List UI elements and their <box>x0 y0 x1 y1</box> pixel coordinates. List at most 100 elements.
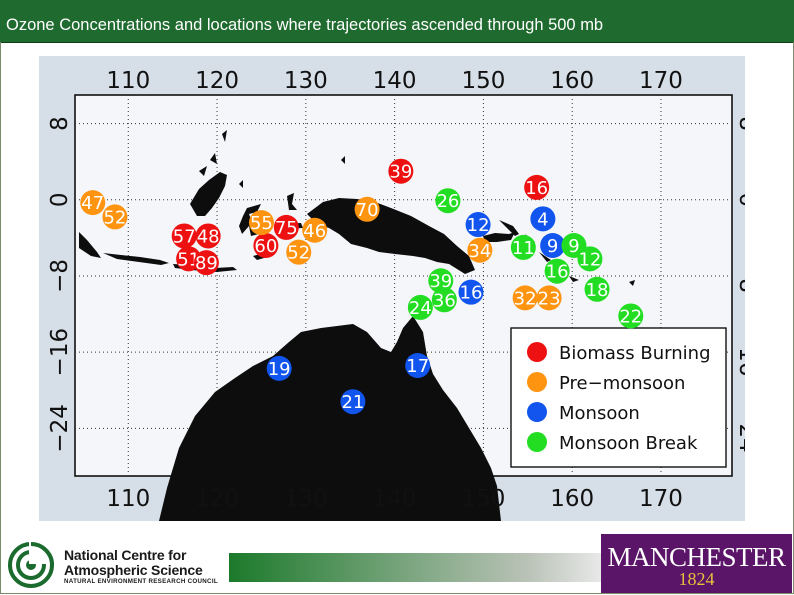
data-point <box>524 174 550 200</box>
data-point-label: 9 <box>547 236 558 257</box>
data-point-label: 46 <box>303 221 326 242</box>
x-tick-label-bottom: 160 <box>550 486 594 512</box>
data-point <box>102 204 128 230</box>
java-landmass <box>103 253 169 265</box>
ncas-name-line2: Atmospheric Science <box>64 562 203 578</box>
data-point <box>80 190 106 216</box>
ncas-logo-block: National Centre for Atmospheric Science … <box>8 540 228 590</box>
data-point-label: 75 <box>275 218 298 239</box>
data-point <box>248 210 274 236</box>
data-point-label: 32 <box>514 288 537 309</box>
data-point-label: 11 <box>512 238 535 259</box>
ozone-map: 1101101201201301301401401501501601601701… <box>39 56 760 521</box>
data-point-label: 60 <box>254 236 277 257</box>
data-point-label: 22 <box>619 306 642 327</box>
x-tick-label-bottom: 150 <box>461 486 505 512</box>
x-tick-label-top: 120 <box>195 68 239 94</box>
borneo-landmass <box>190 172 227 216</box>
ncas-name-line1: National Centre for <box>64 547 187 563</box>
data-point <box>577 246 603 272</box>
data-point <box>405 353 431 379</box>
x-tick-label-bottom: 140 <box>373 486 417 512</box>
legend-label: Pre−monsoon <box>559 373 685 394</box>
data-point <box>618 303 644 329</box>
x-tick-label-top: 110 <box>106 68 150 94</box>
data-point-label: 18 <box>586 280 609 301</box>
data-point <box>171 223 197 249</box>
legend-swatch <box>527 432 547 452</box>
new-britain-landmass <box>483 220 519 242</box>
new-guinea-landmass <box>307 198 475 274</box>
data-point <box>512 285 538 311</box>
data-point <box>584 276 610 302</box>
data-point <box>340 389 366 415</box>
halmahera-landmass <box>287 193 297 210</box>
ncas-name-line3: NATURAL ENVIRONMENT RESEARCH COUNCIL <box>64 578 218 585</box>
x-tick-label-top: 150 <box>461 68 505 94</box>
data-point-label: 19 <box>268 359 291 380</box>
data-point-label: 12 <box>578 249 601 270</box>
data-point-label: 55 <box>250 213 273 234</box>
data-point-label: 39 <box>429 271 452 292</box>
sumatra-landmass <box>79 232 101 258</box>
title-bar: Ozone Concentrations and locations where… <box>0 0 794 43</box>
y-tick-label-right: −8 <box>734 259 745 293</box>
y-tick-label-left: −8 <box>47 259 73 293</box>
data-point-label: 23 <box>538 288 561 309</box>
data-point <box>193 250 219 276</box>
data-point <box>540 232 566 258</box>
data-point <box>253 232 279 258</box>
data-point-label: 39 <box>389 162 412 183</box>
data-point-label: 47 <box>81 193 104 214</box>
data-point <box>510 234 536 260</box>
y-tick-label-left: 8 <box>47 116 73 131</box>
x-tick-label-bottom: 170 <box>639 486 683 512</box>
y-tick-label-left: 0 <box>47 192 73 207</box>
x-tick-label-top: 170 <box>639 68 683 94</box>
manchester-logo: MANCHESTER 1824 <box>601 534 792 593</box>
ncas-logo-icon <box>8 542 54 588</box>
map-panel: 110 110 120 120 130 130 140 140 150 150 160 160 170 1… <box>39 56 760 521</box>
y-tick-label-left: −24 <box>47 404 73 453</box>
data-point <box>266 355 292 381</box>
manchester-wordmark: MANCHESTER <box>607 542 786 572</box>
philippines-landmass <box>199 130 227 176</box>
data-point-label: 26 <box>436 191 459 212</box>
data-point <box>544 258 570 284</box>
data-point <box>388 158 414 184</box>
data-point <box>273 214 299 240</box>
data-point-label: 52 <box>103 207 126 228</box>
data-point <box>465 212 491 238</box>
data-point <box>286 239 312 265</box>
slide-title: Ozone Concentrations and locations where… <box>6 16 604 34</box>
legend-swatch <box>527 402 547 422</box>
x-tick-label-bottom: 120 <box>195 486 239 512</box>
legend-label: Monsoon Break <box>559 433 698 454</box>
data-point <box>407 294 433 320</box>
data-point-label: 48 <box>197 226 220 247</box>
data-point <box>435 188 461 214</box>
x-tick-label-top: 130 <box>284 68 328 94</box>
data-point-label: 70 <box>356 200 379 221</box>
data-point <box>530 206 556 232</box>
data-point-label: 4 <box>537 209 548 230</box>
y-tick-label-right: 8 <box>734 116 745 131</box>
legend-label: Biomass Burning <box>559 343 711 364</box>
data-point <box>536 285 562 311</box>
data-point-label: 9 <box>568 236 579 257</box>
data-point-label: 24 <box>409 298 432 319</box>
legend: Biomass Burning Pre−monsoon Monsoon Monsoon… <box>510 327 727 468</box>
data-point-label: 89 <box>195 253 218 274</box>
manchester-year: 1824 <box>678 569 715 589</box>
x-tick-label-top: 140 <box>373 68 417 94</box>
data-point-label: 34 <box>468 241 491 262</box>
data-point-label: 12 <box>467 215 490 236</box>
data-point-label: 16 <box>525 178 548 199</box>
data-point <box>354 196 380 222</box>
data-point <box>428 268 454 294</box>
data-point-label: 52 <box>287 243 310 264</box>
data-point-label: 21 <box>341 392 364 413</box>
x-tick-label-top: 160 <box>550 68 594 94</box>
footer-gradient-bar <box>229 553 601 582</box>
